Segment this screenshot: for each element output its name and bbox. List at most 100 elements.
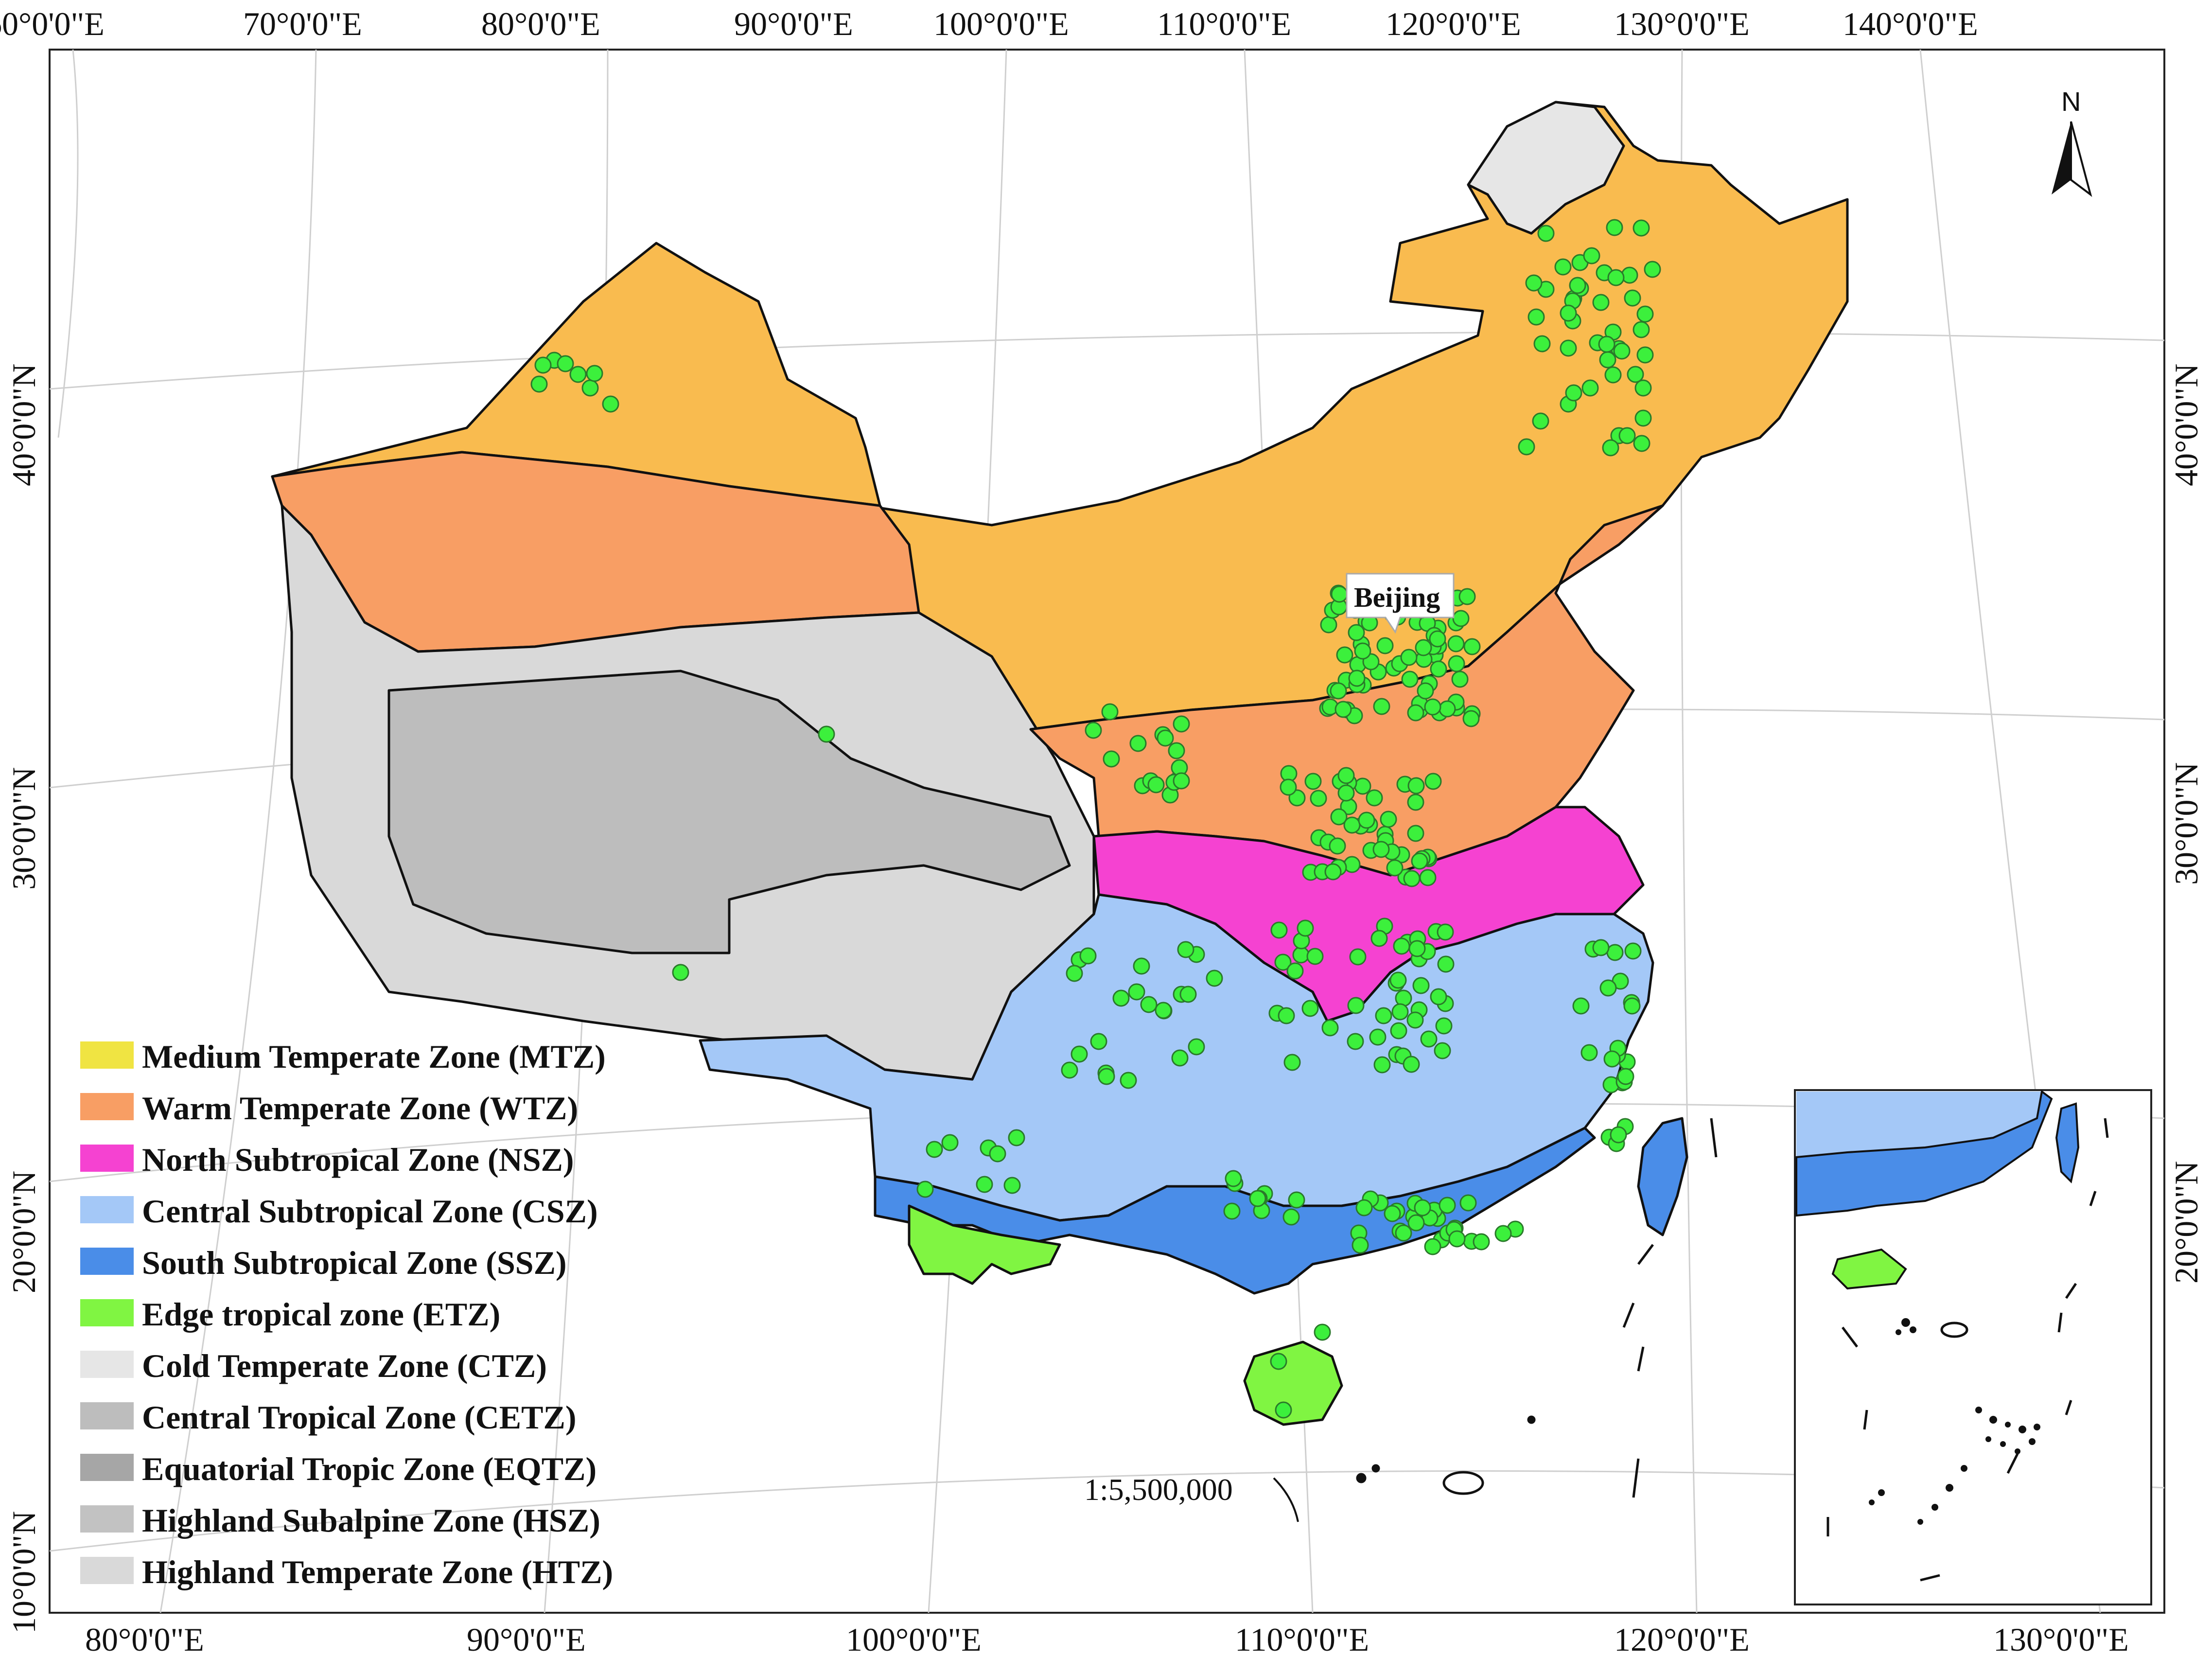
- station-dot: [1403, 1056, 1420, 1073]
- station-dot: [1282, 1208, 1300, 1226]
- station-dot: [1633, 219, 1650, 237]
- station-dot: [1448, 1230, 1466, 1248]
- station-dot: [1430, 660, 1447, 678]
- inset-hainan: [1831, 1248, 1907, 1290]
- station-dot: [1435, 1017, 1453, 1035]
- station-dot: [1462, 710, 1480, 727]
- station-dot: [1386, 859, 1404, 877]
- station-dot: [1330, 682, 1347, 700]
- station-dot: [1420, 1030, 1438, 1048]
- map-scale: 1:5,500,000: [1084, 1472, 1233, 1507]
- zone-taiwan: [1637, 1117, 1688, 1236]
- top-longitude-labels: 60°0'0"E 70°0'0"E 80°0'0"E 90°0'0"E 100°…: [0, 5, 1978, 42]
- station-dot: [1288, 1191, 1305, 1209]
- station-dot: [534, 356, 552, 374]
- station-dot: [1372, 841, 1390, 858]
- station-dot: [989, 1145, 1006, 1163]
- station-dot: [1636, 305, 1654, 323]
- station-dot: [1384, 1205, 1401, 1222]
- station-dot: [1206, 970, 1223, 987]
- bottom-longitude-labels: 80°0'0"E 90°0'0"E 100°0'0"E 110°0'0"E 12…: [85, 1621, 2129, 1657]
- legend-swatch: [80, 1041, 134, 1069]
- beijing-label: Beijing: [1354, 582, 1440, 613]
- station-dot: [1451, 670, 1469, 688]
- station-dot: [1581, 379, 1599, 397]
- station-dot: [1602, 439, 1619, 457]
- tick-right-1: 30°0'0"N: [2168, 762, 2205, 885]
- station-dot: [1355, 1199, 1373, 1216]
- station-dot: [1429, 630, 1446, 648]
- station-dot: [1334, 701, 1352, 718]
- station-dot: [1337, 767, 1355, 784]
- legend-swatch: [80, 1505, 134, 1533]
- inset-central-subtropical: [1796, 1092, 2042, 1157]
- right-latitude-labels: 40°0'0"N 30°0'0"N 20°0'0"N: [2168, 364, 2205, 1284]
- station-dot: [1537, 225, 1555, 242]
- station-dot: [1424, 1238, 1441, 1255]
- station-dot: [1343, 856, 1361, 873]
- legend-label: Warm Temperate Zone (WTZ): [142, 1090, 578, 1127]
- station-dot: [1407, 1214, 1425, 1232]
- tick-left-2: 20°0'0"N: [5, 1171, 42, 1293]
- legend-item: Medium Temperate Zone (MTZ): [80, 1038, 606, 1075]
- legend-item: Central Subtropical Zone (CSZ): [80, 1193, 598, 1230]
- station-dot: [1120, 1072, 1137, 1089]
- tick-bottom-2: 100°0'0"E: [846, 1621, 982, 1657]
- legend-label: Highland Subalpine Zone (HSZ): [142, 1502, 600, 1539]
- station-dot: [1168, 742, 1185, 759]
- station-dot: [1173, 772, 1190, 790]
- station-dot: [1225, 1170, 1242, 1187]
- legend-item: Equatorial Tropic Zone (EQTZ): [80, 1450, 597, 1487]
- station-dot: [1370, 930, 1388, 947]
- station-dot: [1321, 1019, 1339, 1037]
- station-dot: [1301, 1000, 1319, 1017]
- station-dot: [1458, 588, 1476, 605]
- station-dot: [1633, 321, 1650, 338]
- station-dot: [1424, 773, 1442, 790]
- legend-swatch: [80, 1454, 134, 1481]
- station-dot: [1306, 948, 1324, 965]
- north-label: N: [2061, 86, 2081, 117]
- station-dot: [976, 1176, 993, 1193]
- tick-right-2: 20°0'0"N: [2168, 1161, 2205, 1284]
- station-dot: [1147, 776, 1165, 793]
- station-dot: [1286, 962, 1304, 980]
- inset-islets: [1869, 1318, 2040, 1525]
- station-dot: [1393, 937, 1410, 955]
- legend-item: Warm Temperate Zone (WTZ): [80, 1090, 578, 1127]
- station-dot: [1101, 703, 1119, 721]
- tick-top-5: 110°0'0"E: [1157, 5, 1291, 42]
- station-dot: [1330, 808, 1348, 826]
- station-dot: [1352, 1236, 1369, 1254]
- station-dot: [1604, 366, 1622, 384]
- station-dot: [1560, 339, 1577, 357]
- station-dot: [1621, 266, 1638, 284]
- station-dot: [1634, 409, 1652, 427]
- station-dot: [1533, 335, 1551, 353]
- legend-label: Highland Temperate Zone (HTZ): [142, 1553, 613, 1590]
- station-dot: [1636, 346, 1654, 364]
- station-dot: [557, 355, 574, 372]
- inset-south-subtropical: [1795, 1090, 2053, 1217]
- tick-bottom-4: 120°0'0"E: [1614, 1621, 1750, 1657]
- station-dot: [1447, 635, 1465, 652]
- station-dot: [1331, 585, 1348, 603]
- station-dot: [1618, 427, 1636, 444]
- tick-left-1: 30°0'0"N: [5, 767, 42, 890]
- legend-swatch: [80, 1196, 134, 1223]
- station-dot: [941, 1134, 959, 1151]
- tick-bottom-5: 130°0'0"E: [1993, 1621, 2129, 1657]
- station-dot: [1270, 921, 1288, 939]
- station-dot: [1008, 1129, 1025, 1146]
- inset-taiwan: [2055, 1102, 2080, 1184]
- station-dot: [1347, 1033, 1364, 1050]
- tick-top-7: 130°0'0"E: [1614, 5, 1750, 42]
- station-dot: [1375, 1007, 1392, 1024]
- station-dot: [1518, 438, 1535, 456]
- station-dot: [1391, 1003, 1409, 1021]
- station-dot: [1358, 811, 1375, 829]
- legend-label: Edge tropical zone (ETZ): [142, 1296, 500, 1333]
- legend-label: Equatorial Tropic Zone (EQTZ): [142, 1450, 597, 1487]
- tick-left-3: 10°0'0"N: [5, 1511, 42, 1634]
- station-dot: [1140, 996, 1158, 1013]
